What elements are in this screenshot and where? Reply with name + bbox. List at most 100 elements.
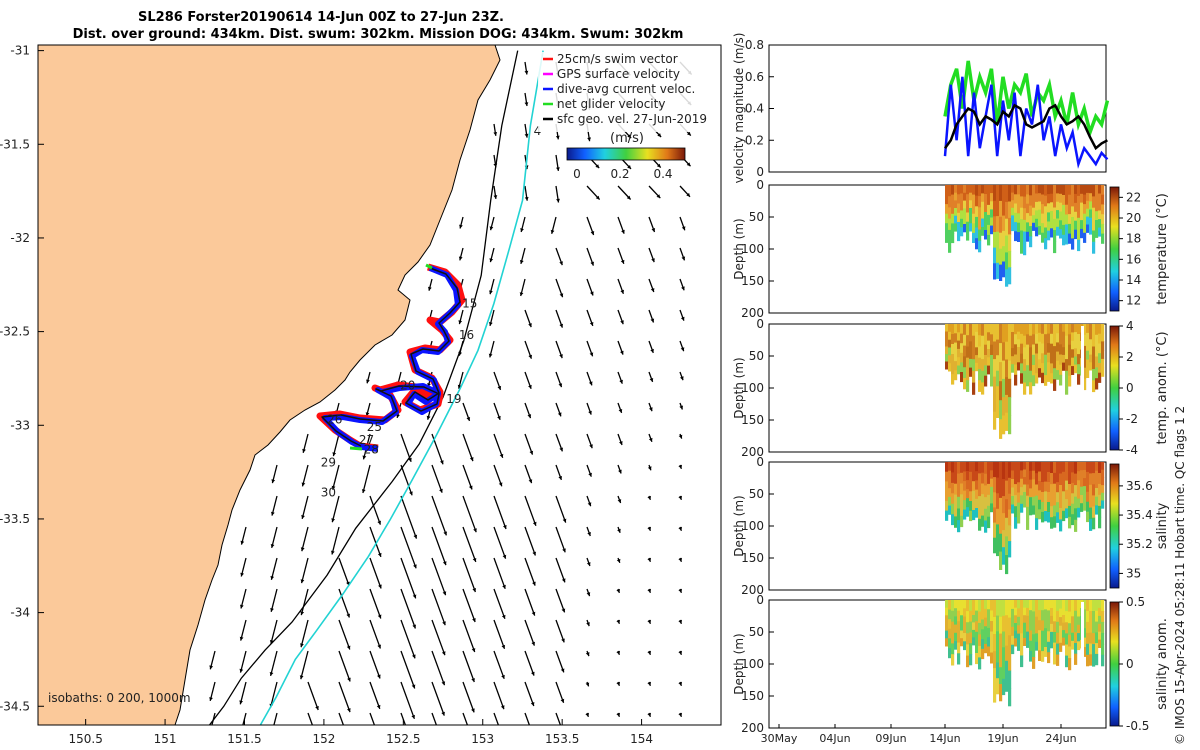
section-cell bbox=[1041, 333, 1045, 345]
section-cell bbox=[1002, 324, 1006, 343]
section-cell bbox=[1098, 324, 1102, 335]
velocity-arrowhead bbox=[473, 528, 477, 533]
section-cell bbox=[1053, 642, 1057, 654]
section-cell bbox=[954, 223, 958, 232]
section-cell bbox=[1047, 610, 1051, 622]
velocity-arrowhead bbox=[678, 495, 682, 500]
map-colorbar-tick: 0 bbox=[573, 167, 581, 181]
velocity-arrowhead bbox=[588, 381, 593, 386]
section-cell bbox=[1038, 359, 1042, 369]
section-cell bbox=[1020, 487, 1024, 496]
velocity-arrowhead bbox=[412, 594, 417, 599]
section-cell bbox=[1017, 222, 1021, 233]
section-cell bbox=[963, 334, 967, 347]
section-cell bbox=[996, 493, 1000, 510]
section-cell bbox=[1038, 201, 1042, 211]
section-cell bbox=[1092, 655, 1096, 667]
section-cell bbox=[1086, 632, 1090, 645]
section-cell bbox=[1029, 205, 1033, 217]
velocity-arrowhead bbox=[616, 681, 620, 686]
section-cell bbox=[1053, 185, 1057, 197]
section-cell bbox=[1080, 470, 1084, 479]
section-cell bbox=[990, 334, 994, 346]
velocity-arrowhead bbox=[586, 592, 591, 597]
section-cell bbox=[987, 332, 991, 342]
section-cell bbox=[1038, 600, 1042, 611]
section-cell bbox=[1062, 195, 1066, 206]
velocity-arrow bbox=[307, 681, 319, 711]
isobath-200m-line bbox=[208, 50, 519, 725]
velocity-y-tick-label: 0.6 bbox=[745, 70, 764, 84]
section-cell bbox=[1014, 203, 1018, 214]
velocity-arrowhead bbox=[301, 515, 305, 519]
section-cell bbox=[1011, 600, 1015, 610]
section-cell bbox=[1077, 471, 1081, 481]
section-cell bbox=[999, 633, 1003, 651]
section-cell bbox=[1062, 339, 1066, 348]
section-cell bbox=[1059, 508, 1063, 520]
section-cell bbox=[972, 600, 976, 608]
section-cell bbox=[966, 655, 970, 668]
section-cell bbox=[1044, 501, 1048, 512]
section-cell bbox=[1059, 608, 1063, 618]
velocity-arrowhead bbox=[617, 528, 621, 533]
section-cell bbox=[1071, 608, 1075, 617]
section-cell bbox=[1020, 196, 1024, 209]
map-colorbar bbox=[566, 147, 686, 161]
section-cell bbox=[1053, 357, 1057, 369]
section-cell bbox=[1068, 365, 1072, 377]
section-cell bbox=[1056, 482, 1060, 493]
section-cell bbox=[1023, 607, 1027, 616]
section-cell bbox=[1092, 644, 1096, 656]
section-cell bbox=[1005, 517, 1009, 537]
velocity-arrowhead bbox=[679, 405, 683, 410]
section-cell bbox=[1002, 360, 1006, 380]
section-cell bbox=[981, 472, 985, 484]
section-cell bbox=[975, 631, 979, 643]
velocity-arrowhead bbox=[559, 261, 563, 266]
section-cell bbox=[951, 621, 955, 633]
section-cell bbox=[1092, 506, 1096, 519]
velocity-arrow bbox=[400, 495, 418, 539]
section-cell bbox=[1056, 193, 1060, 203]
section-cell bbox=[954, 641, 958, 650]
section-cell bbox=[1083, 324, 1087, 336]
section-cell bbox=[1095, 211, 1099, 221]
velocity-arrowhead bbox=[558, 476, 562, 480]
section-cell bbox=[1059, 193, 1063, 204]
section-cell bbox=[1089, 324, 1093, 333]
velocity-arrowhead bbox=[412, 654, 416, 659]
section-cell bbox=[1032, 192, 1036, 201]
section-cell bbox=[993, 537, 997, 554]
velocity-arrowhead bbox=[528, 323, 532, 328]
section-cell bbox=[987, 234, 991, 246]
section-cell bbox=[975, 238, 979, 250]
section-cell bbox=[978, 218, 982, 230]
section-cell bbox=[1008, 415, 1012, 435]
section-cell bbox=[996, 355, 1000, 372]
velocity-arrow bbox=[493, 681, 505, 710]
section-cell bbox=[984, 194, 988, 204]
section-cell bbox=[1098, 372, 1102, 383]
section-cell bbox=[1038, 462, 1042, 472]
section-cell bbox=[999, 479, 1003, 499]
section-cell bbox=[960, 615, 964, 624]
section-cell bbox=[966, 346, 970, 359]
section-cell bbox=[996, 370, 1000, 387]
section-colorbar bbox=[1109, 601, 1120, 727]
velocity-arrowhead bbox=[377, 735, 381, 739]
section-cell bbox=[1098, 363, 1102, 374]
section-cell bbox=[1050, 631, 1054, 641]
section-cell bbox=[972, 500, 976, 511]
section-cell bbox=[1098, 353, 1102, 364]
section-cell bbox=[963, 462, 967, 472]
section-y-tick-label: 50 bbox=[749, 487, 764, 501]
section-y-tick-label: 100 bbox=[741, 657, 764, 671]
velocity-arrowhead bbox=[493, 195, 498, 199]
section-cell bbox=[948, 496, 952, 507]
velocity-arrow bbox=[300, 650, 309, 680]
section-cell bbox=[987, 646, 991, 657]
velocity-arrowhead bbox=[619, 441, 623, 445]
section-cell bbox=[954, 342, 958, 353]
